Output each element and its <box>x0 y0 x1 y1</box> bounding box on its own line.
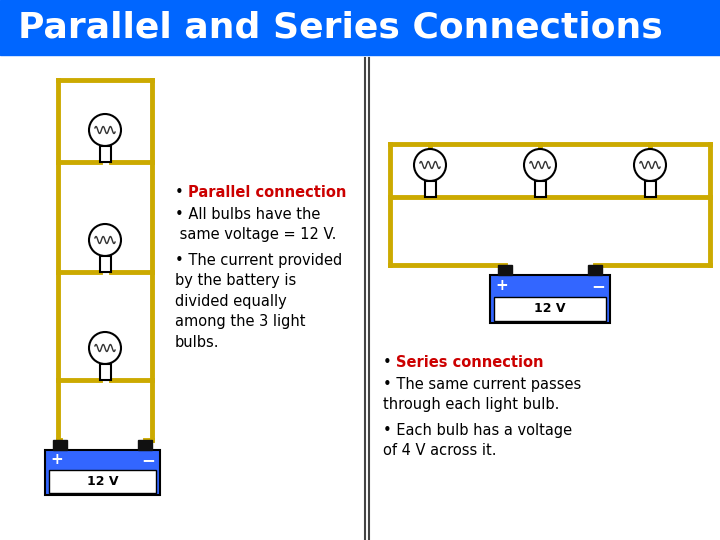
Circle shape <box>524 149 556 181</box>
Bar <box>644 181 655 197</box>
Text: 12 V: 12 V <box>86 475 118 488</box>
Circle shape <box>89 114 121 146</box>
Text: • Each bulb has a voltage
of 4 V across it.: • Each bulb has a voltage of 4 V across … <box>383 423 572 458</box>
Bar <box>588 265 602 275</box>
Circle shape <box>414 149 446 181</box>
Circle shape <box>89 224 121 256</box>
Bar <box>425 181 436 197</box>
Bar <box>49 470 156 492</box>
Text: • The current provided
by the battery is
divided equally
among the 3 light
bulbs: • The current provided by the battery is… <box>175 253 342 349</box>
Text: 12 V: 12 V <box>534 302 566 315</box>
Bar <box>45 450 160 495</box>
Bar <box>498 265 512 275</box>
Text: • All bulbs have the
 same voltage = 12 V.: • All bulbs have the same voltage = 12 V… <box>175 207 336 242</box>
Text: Parallel and Series Connections: Parallel and Series Connections <box>18 10 662 44</box>
Bar <box>53 440 67 450</box>
Text: +: + <box>495 278 508 293</box>
Text: −: − <box>141 451 155 469</box>
Text: Series connection: Series connection <box>396 355 544 370</box>
Bar <box>490 275 610 323</box>
Bar <box>99 146 110 162</box>
Text: •: • <box>175 185 189 200</box>
Text: Parallel connection: Parallel connection <box>188 185 346 200</box>
Bar <box>99 256 110 272</box>
Text: −: − <box>591 276 605 294</box>
Bar <box>494 296 606 321</box>
Text: •: • <box>383 355 397 370</box>
Circle shape <box>634 149 666 181</box>
Text: • The same current passes
through each light bulb.: • The same current passes through each l… <box>383 377 581 413</box>
Text: +: + <box>50 453 63 468</box>
Bar <box>99 364 110 380</box>
Bar <box>534 181 546 197</box>
Bar <box>0 0 720 55</box>
Bar <box>138 440 152 450</box>
Circle shape <box>89 332 121 364</box>
